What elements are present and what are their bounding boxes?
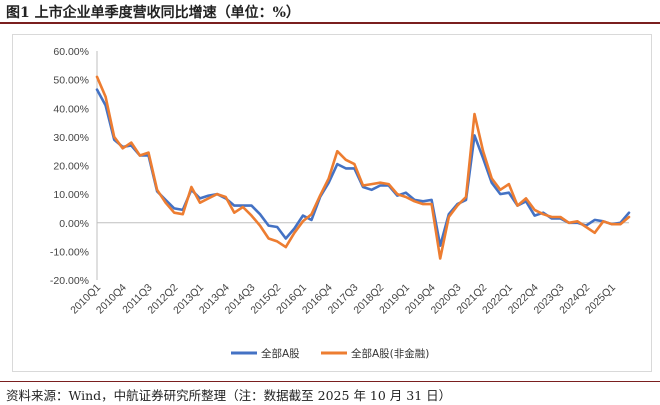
y-tick-label: 50.00% [53,75,89,87]
line-chart: 60.00% 50.00% 40.00% 30.00% 20.00% 10.00% 0.00… [50,46,631,360]
y-tick-label: -20.00% [50,275,89,287]
y-tick-label: 0.00% [59,218,89,230]
source-rule [0,381,660,382]
y-tick-label: 40.00% [53,103,89,115]
y-tick-label: 60.00% [53,46,89,58]
chart-frame: 60.00% 50.00% 40.00% 30.00% 20.00% 10.00% 0.00… [12,34,652,372]
y-tick-label: -10.00% [50,246,89,258]
y-tick-label: 10.00% [53,189,89,201]
series-line-2 [95,75,631,260]
figure-title-bar: 图1 上市企业单季度营收同比增速（单位：%） [0,0,660,22]
legend-label-2: 全部A股(非金融) [351,347,429,360]
title-rule [0,22,660,24]
y-tick-label: 20.00% [53,161,89,173]
figure-title: 图1 上市企业单季度营收同比增速（单位：%） [6,5,300,21]
source-note: 资料来源：Wind，中航证券研究所整理（注：数据截至 2025 年 10 月 3… [6,388,452,403]
y-tick-label: 30.00% [53,132,89,144]
legend-label-1: 全部A股 [261,347,300,360]
